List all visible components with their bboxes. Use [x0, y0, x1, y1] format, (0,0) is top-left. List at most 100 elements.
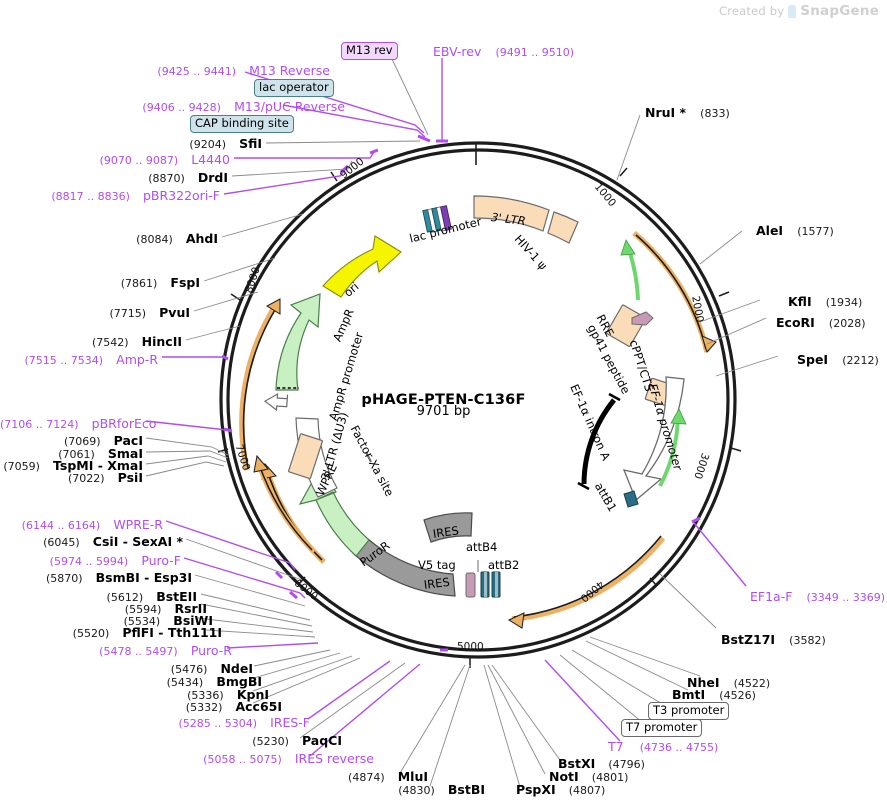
label-pos: (9406 .. 9428) [142, 101, 221, 114]
feature-attb4 [480, 571, 490, 598]
label-row-bsmbi-esp3i[interactable]: (5870) BsmBI - Esp3I [0, 569, 192, 585]
label-row-bstz17i[interactable]: BstZ17I (3582) [721, 631, 826, 647]
label-name: EF1a-F [750, 589, 793, 604]
label-row-bmgbi[interactable]: (5434) BmgBI [0, 673, 262, 689]
backbone-feature-ticks [221, 134, 701, 652]
leader-m13-rev [391, 58, 429, 136]
label-row-ires-f[interactable]: (5285 .. 5304) IRES-F [0, 714, 310, 730]
label-row-ahdi[interactable]: (8084) AhdI [0, 230, 218, 246]
feature-v5-tag [465, 572, 476, 598]
label-row-wpre-r[interactable]: (6144 .. 6164) WPRE-R [0, 516, 163, 532]
label-row-acc65i[interactable]: (5332) Acc65I [0, 698, 282, 714]
leader-lines-right [544, 114, 779, 742]
label-pos: (7022) [68, 472, 105, 485]
label-row-nrui[interactable]: NruI * (833) [645, 104, 730, 120]
label-row-kpni[interactable]: (5336) KpnI [0, 686, 269, 702]
label-row-alei[interactable]: AleI (1577) [756, 222, 834, 238]
label-row-pflfi-tth111i[interactable]: (5520) PflFI - Tth111I [0, 624, 222, 640]
label-pos: (9204) [189, 138, 226, 151]
label-row-ires-reverse[interactable]: (5058 .. 5075) IRES reverse [0, 750, 374, 766]
ruler-label-5000: 5000 [457, 641, 484, 653]
label-row-m13-puc-reverse[interactable]: (9406 .. 9428) M13/pUC Reverse [0, 98, 345, 114]
label-name: MluI [397, 769, 428, 784]
label-name: M13 Reverse [249, 63, 330, 78]
label-ebv-rev-pos: (9491 .. 9510) [495, 46, 575, 59]
label-pos: (2212) [842, 354, 879, 367]
snapgene-watermark: Created by SnapGene [719, 3, 879, 19]
label-row-pvui[interactable]: (7715) PvuI [0, 304, 190, 320]
feature-gp41-peptide [631, 311, 654, 326]
feature-ampr [275, 293, 321, 391]
label-row-l4440[interactable]: (9070 .. 9087) L4440 [0, 151, 230, 167]
label-pos: (7861) [120, 277, 158, 290]
label-pos: (6144 .. 6164) [21, 519, 101, 532]
label-pos: (3349 .. 3369) [806, 591, 886, 604]
feature-factor-xa-site [365, 451, 372, 463]
label-row-m13-reverse[interactable]: (9425 .. 9441) M13 Reverse [0, 62, 330, 78]
label-pos: (4736 .. 4755) [639, 741, 719, 754]
label-row-ef1a-f[interactable]: EF1a-F (3349 .. 3369) [750, 588, 885, 604]
label-row-ecori[interactable]: EcoRI (2028) [776, 314, 865, 330]
label-row-spei[interactable]: SpeI (2212) [797, 351, 879, 367]
label-name: AleI [756, 223, 784, 238]
boxed-label-m13-rev[interactable]: M13 rev [341, 42, 398, 60]
label-pos: (7061) [58, 448, 95, 461]
label-row-bsiwi[interactable]: (5534) BsiWI [0, 612, 213, 628]
label-row-smai[interactable]: (7061) SmaI [0, 445, 143, 461]
label-row-nhei[interactable]: NheI (4522) [687, 674, 770, 690]
label-row-amp-r[interactable]: (7515 .. 7534) Amp-R [0, 351, 158, 367]
label-row-ndei[interactable]: (5476) NdeI [0, 660, 253, 676]
label-row-kfli[interactable]: KflI (1934) [788, 293, 862, 309]
label-row-tspmi-xmai[interactable]: (7059) TspMI - XmaI [0, 457, 143, 473]
label-name: BstBI [447, 782, 485, 797]
label-row-bstei[interactable]: (5612) BstEII [0, 588, 197, 604]
label-name: CsiI - SexAI * [92, 534, 183, 549]
label-row-puro-r[interactable]: (5478 .. 5497) Puro-R [0, 642, 232, 658]
boxed-label-cap-binding-site[interactable]: CAP binding site [190, 115, 294, 133]
label-row-fspi[interactable]: (7861) FspI [0, 274, 200, 290]
label-row-bstbi[interactable]: (4830) BstBI [0, 781, 485, 797]
label-pos: (5285 .. 5304) [178, 717, 257, 730]
label-name: BmtI [672, 687, 706, 702]
label-pos: (7515 .. 7534) [24, 354, 104, 367]
feature-ori [322, 235, 402, 298]
label-row-psii[interactable]: (7022) PsiI [0, 469, 143, 485]
plasmid-name: pHAGE-PTEN-C136F [361, 392, 526, 408]
label-pos: (5058 .. 5075) [203, 753, 282, 766]
label-row-mlui[interactable]: (4874) MluI [0, 768, 428, 784]
label-pos: (5974 .. 5994) [49, 555, 129, 568]
plasmid-backbone [219, 141, 737, 659]
label-row-sfii[interactable]: (9204) SfiI [0, 135, 262, 151]
label-row-t7[interactable]: T7 (4736 .. 4755) [608, 738, 718, 754]
label-row-hincii[interactable]: (7542) HincII [0, 333, 182, 349]
label-name: KpnI [236, 687, 269, 702]
boxed-label-lac-operator[interactable]: lac operator [254, 79, 334, 97]
label-row-noti[interactable]: NotI (4801) [549, 768, 628, 784]
label-pos: (7542) [91, 336, 129, 349]
label-row-drdi[interactable]: (8870) DrdI [0, 169, 228, 185]
label-name: SpeI [797, 352, 829, 367]
label-row-rsrii[interactable]: (5594) RsrII [0, 600, 207, 616]
label-name: SmaI [107, 446, 143, 461]
label-row-pbr322ori-f[interactable]: (8817 .. 8836) pBR322ori-F [0, 187, 220, 203]
label-row-paqci[interactable]: (5230) PaqCI [0, 732, 342, 748]
feature-ires-main [354, 538, 456, 597]
label-name: IRES reverse [294, 751, 374, 766]
plasmid-size: 9701 bp [416, 404, 471, 419]
label-pos: (5534) [123, 615, 161, 628]
boxed-label-t3-promoter[interactable]: T3 promoter [648, 702, 730, 720]
label-row-pbrforeco[interactable]: (7106 .. 7124) pBRforEco [0, 415, 156, 431]
label-pos: (4796) [608, 758, 645, 771]
boxed-label-t7-promoter[interactable]: T7 promoter [621, 719, 703, 737]
feature-3prime-ltr-top [473, 195, 550, 232]
label-pos: (5332) [185, 701, 223, 714]
label-name: BstEII [156, 589, 197, 604]
label-ebv-rev[interactable]: EBV-rev (9491 .. 9510) [433, 43, 574, 59]
label-row-puro-f[interactable]: (5974 .. 5994) Puro-F [0, 552, 181, 568]
label-row-csii-sexai[interactable]: (6045) CsiI - SexAI * [0, 533, 183, 549]
label-row-paci[interactable]: (7069) PacI [0, 432, 143, 448]
label-row-bstxi[interactable]: BstXI (4796) [558, 755, 645, 771]
label-row-pspxi[interactable]: PspXI (4807) [516, 781, 605, 797]
label-row-bmti[interactable]: BmtI (4526) [672, 686, 756, 702]
